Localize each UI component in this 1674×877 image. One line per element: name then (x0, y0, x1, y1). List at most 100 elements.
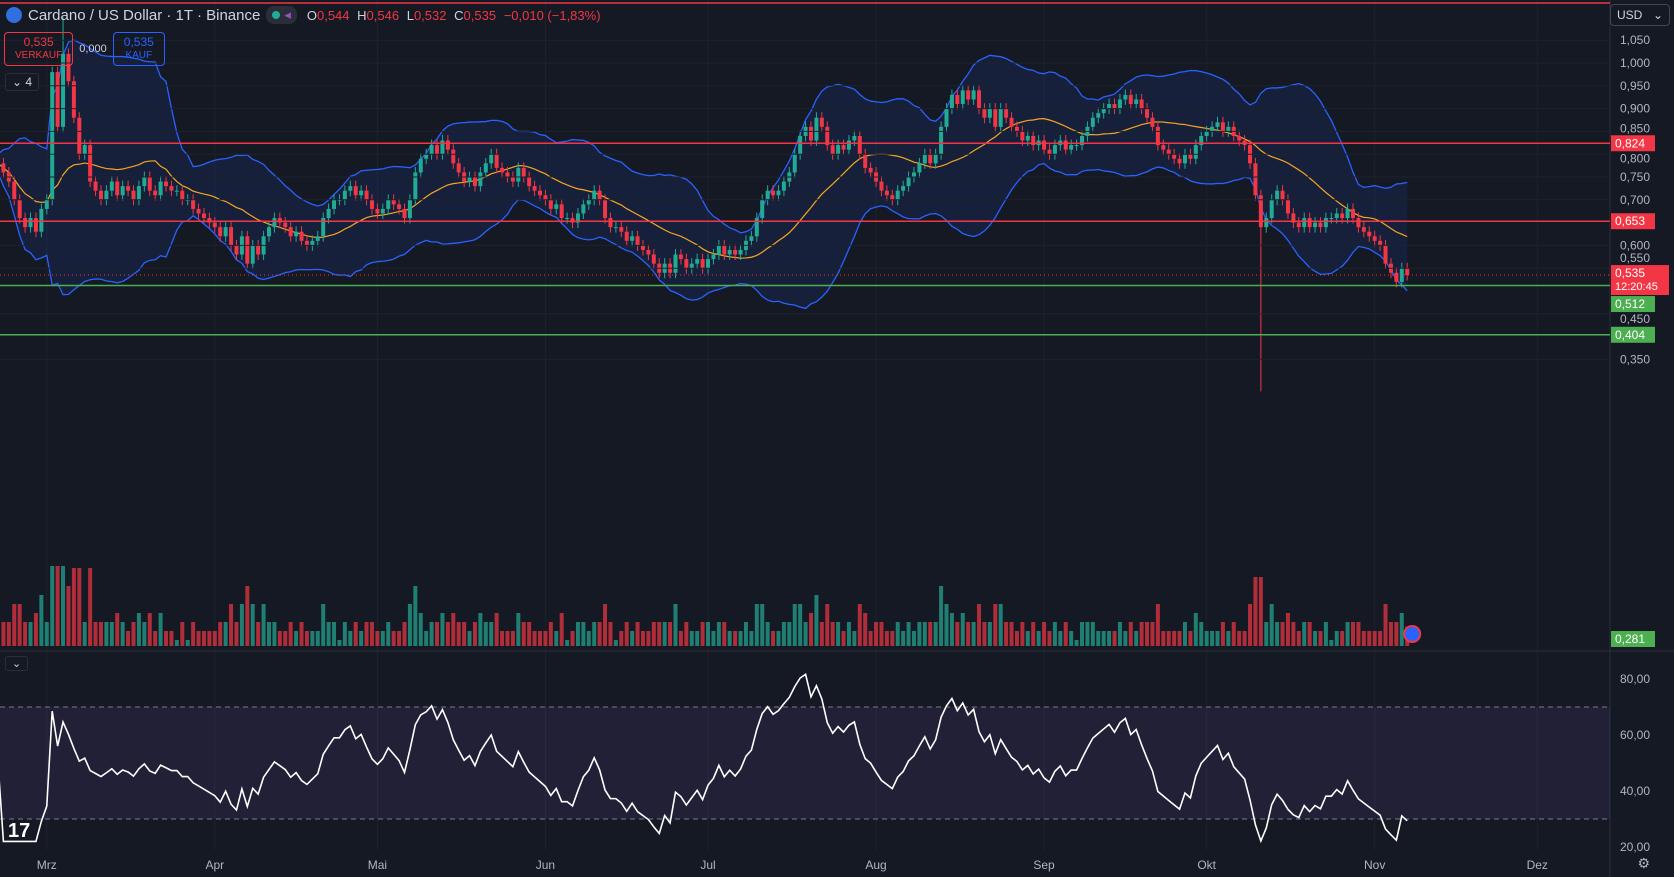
volume-bar (673, 604, 678, 646)
volume-bar (575, 622, 580, 646)
volume-bar (695, 631, 700, 646)
candle-body (456, 163, 461, 173)
volume-bar (375, 631, 380, 646)
candle-body (554, 204, 559, 209)
status-indicators[interactable]: ◂ (266, 6, 297, 24)
candle-body (1372, 236, 1377, 241)
volume-bar (1269, 604, 1274, 646)
volume-bar (527, 622, 532, 646)
level-price-label: 0,404 (1615, 328, 1645, 342)
volume-bar (164, 631, 169, 646)
volume-bar (917, 622, 922, 646)
price-tick-label: 1,000 (1620, 56, 1650, 70)
candle-body (207, 218, 212, 223)
volume-bar (543, 631, 548, 646)
candle-body (23, 218, 28, 228)
volume-bar (624, 622, 629, 646)
volume-bar (1042, 622, 1047, 646)
indicator-count: 4 (25, 75, 33, 89)
ohlc-readout: O0,544 H0,546 L0,532 C0,535 −0,010 (−1,8… (303, 8, 601, 23)
volume-bar (369, 622, 374, 646)
volume-bar (1231, 622, 1236, 646)
candle-body (1101, 108, 1106, 114)
volume-bar (771, 631, 776, 646)
volume-bar (1096, 631, 1101, 646)
candle-body (1182, 154, 1187, 164)
volume-bar (109, 622, 114, 646)
volume-bar (1193, 613, 1198, 646)
volume-bar (684, 622, 689, 646)
candle-body (158, 181, 163, 196)
volume-bar (185, 640, 190, 646)
volume-bar (77, 568, 82, 646)
volume-bar (456, 622, 461, 646)
candle-body (505, 172, 510, 177)
change-value: −0,010 (−1,83%) (503, 7, 601, 23)
volume-bar (1340, 631, 1345, 646)
volume-bar (6, 622, 11, 646)
volume-bar (668, 622, 673, 646)
candle-body (819, 117, 824, 127)
volume-bar (1323, 622, 1328, 646)
candle-body (126, 186, 131, 191)
volume-bar (50, 566, 55, 646)
candle-body (1123, 94, 1128, 100)
candle-body (451, 149, 456, 164)
candle-body (1340, 213, 1345, 219)
candle-body (911, 172, 916, 177)
candle-body (695, 259, 700, 264)
rsi-pane-toggle[interactable]: ⌄ (5, 656, 29, 671)
low-label: L (406, 7, 414, 23)
volume-bar (895, 622, 900, 646)
candle-body (472, 177, 477, 187)
volume-bar (158, 613, 163, 646)
symbol-title[interactable]: Cardano / US Dollar · 1T · Binance (28, 6, 261, 24)
volume-bar (608, 622, 613, 646)
volume-bar (603, 604, 608, 646)
price-tick-label: 0,750 (1620, 170, 1650, 184)
volume-bar (781, 622, 786, 646)
volume-bar (359, 631, 364, 646)
candle-body (1145, 108, 1150, 118)
candle-body (1394, 272, 1399, 282)
volume-bar (1253, 577, 1258, 646)
candle-body (153, 190, 158, 196)
volume-bar (613, 640, 618, 646)
settings-icon[interactable]: ⚙ (1637, 855, 1650, 871)
candle-body (1128, 94, 1133, 105)
chevron-down-icon: ⌄ (12, 658, 22, 670)
candle-body (50, 72, 55, 200)
buy-button[interactable]: 0,535 KAUF (112, 32, 165, 66)
candle-body (846, 140, 851, 150)
volume-bar (825, 604, 830, 646)
month-label: Mai (368, 858, 387, 872)
volume-bar (1296, 631, 1301, 646)
volume-bar (879, 622, 884, 646)
volume-bar (71, 568, 76, 646)
candle-body (977, 90, 982, 109)
volume-bar (1031, 622, 1036, 646)
sell-button[interactable]: 0,535 VERKAUF (4, 32, 74, 66)
volume-bar (1280, 622, 1285, 646)
volume-bar (1161, 631, 1166, 646)
candle-body (283, 222, 288, 228)
candle-body (884, 190, 889, 196)
candle-body (1237, 135, 1242, 141)
candle-body (1188, 154, 1193, 159)
volume-bar (17, 604, 22, 646)
current-price-tag (1611, 265, 1669, 296)
candle-body (1280, 190, 1285, 200)
candle-body (646, 249, 651, 255)
candle-body (483, 163, 488, 173)
volume-bar (570, 631, 575, 646)
candle-body (825, 126, 830, 146)
indicators-toggle[interactable]: ⌄ 4 (5, 73, 40, 91)
volume-bar (93, 622, 98, 646)
volume-bar (391, 631, 396, 646)
month-label: Sep (1033, 858, 1055, 872)
candle-body (998, 108, 1003, 127)
currency-select[interactable]: USD ⌄ (1610, 4, 1670, 26)
volume-bar (1313, 631, 1318, 646)
candle-body (543, 195, 548, 200)
